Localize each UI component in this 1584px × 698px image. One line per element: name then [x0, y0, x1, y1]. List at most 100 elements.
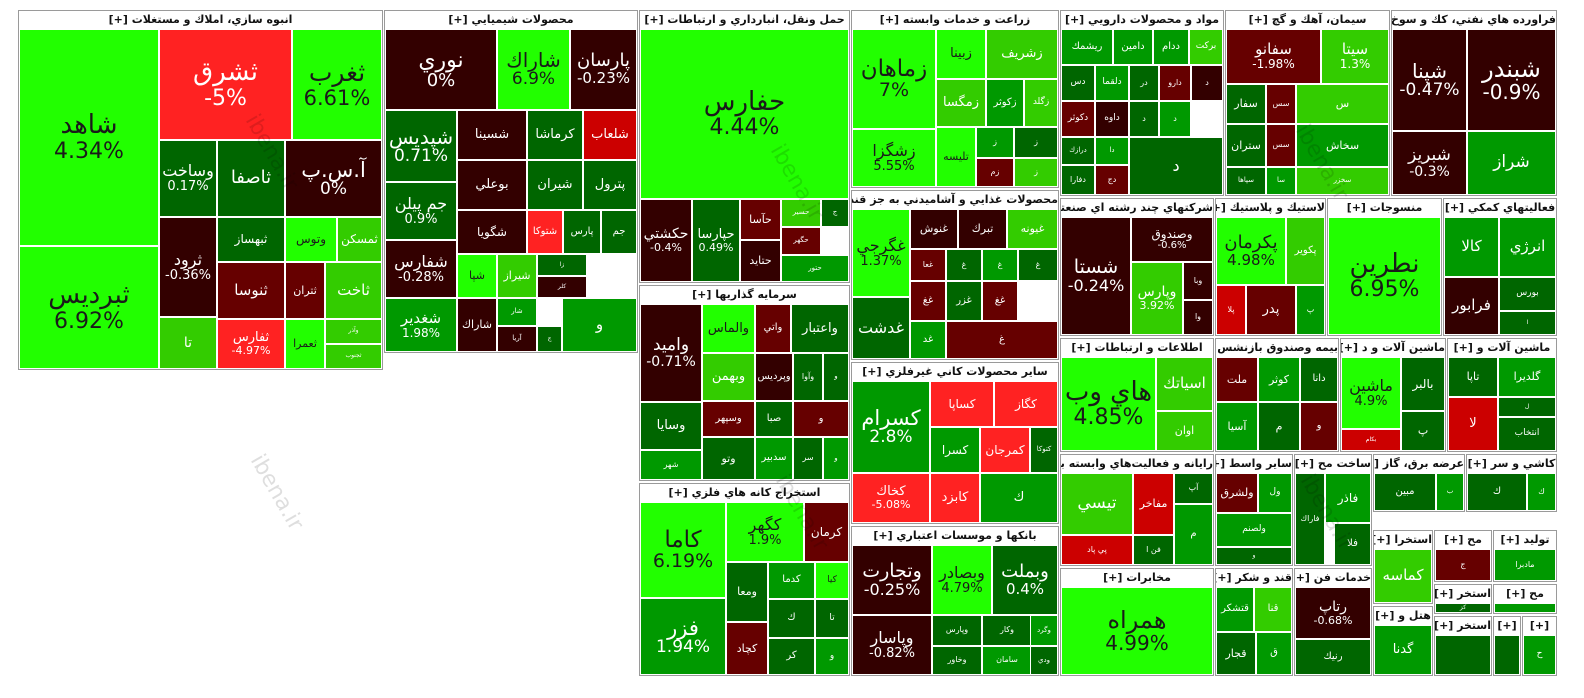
stock-tile[interactable]: كسرام 2.8% [852, 381, 930, 473]
stock-tile[interactable]: دا [1095, 137, 1129, 165]
stock-tile[interactable]: ومعا [726, 562, 768, 622]
stock-tile[interactable]: ثمسكن [337, 217, 382, 262]
stock-tile[interactable]: كز [1435, 603, 1491, 613]
stock-tile[interactable]: م [1174, 504, 1213, 565]
sector-title[interactable]: توليد [+] [1494, 531, 1556, 550]
stock-tile[interactable]: داوه [1095, 101, 1129, 137]
stock-tile[interactable]: بالبر [1401, 357, 1445, 411]
stock-tile[interactable]: زگلد [1024, 79, 1058, 127]
stock-tile[interactable]: اسياتك [1156, 357, 1213, 411]
sector-title[interactable]: فعاليتهاي كمكي [+] [1444, 199, 1556, 218]
stock-tile[interactable]: غغ [982, 281, 1018, 321]
stock-tile[interactable]: شستا -0.24% [1061, 217, 1131, 335]
sector-title[interactable]: منسوجات [+] [1328, 199, 1441, 218]
stock-tile[interactable]: غغ [910, 281, 946, 321]
stock-tile[interactable]: حكشتي -0.4% [640, 199, 692, 282]
sector-title[interactable]: شركتهاي چند رشته اي صنعتي [+] [1061, 199, 1213, 218]
stock-tile[interactable]: وا [1183, 300, 1213, 335]
stock-tile[interactable]: قتشكر [1216, 587, 1254, 632]
stock-tile[interactable]: كگهر 1.9% [726, 502, 804, 562]
stock-tile[interactable]: انتخاب [1498, 417, 1556, 451]
stock-tile[interactable]: ك [768, 599, 815, 638]
stock-tile[interactable]: تا [815, 599, 849, 638]
sector-title[interactable]: زراعت و خدمات وابسته [+] [852, 11, 1058, 30]
stock-tile[interactable]: فاراك [1295, 473, 1325, 565]
stock-tile[interactable] [1494, 635, 1520, 675]
stock-tile[interactable]: ك [1467, 473, 1527, 511]
stock-tile[interactable]: پارس [563, 210, 601, 254]
stock-tile[interactable]: ريشمك [1061, 29, 1113, 65]
stock-tile[interactable]: وسپهر [702, 401, 755, 437]
stock-tile[interactable]: د [1159, 101, 1191, 137]
stock-tile[interactable]: شهر [640, 450, 702, 480]
stock-tile[interactable]: سيتا 1.3% [1321, 29, 1389, 84]
stock-tile[interactable]: دامين [1113, 29, 1153, 65]
stock-tile[interactable]: كرمان [804, 502, 849, 562]
stock-tile[interactable]: فزر 1.94% [640, 598, 726, 675]
stock-tile[interactable]: شراز [1467, 131, 1556, 195]
sector-title[interactable]: ساخت مح [+] [1295, 455, 1371, 474]
sector-title[interactable]: كاشي و سر [+] [1467, 455, 1556, 474]
stock-tile[interactable]: واميد -0.71% [640, 304, 702, 402]
stock-tile[interactable]: ك [1527, 473, 1556, 511]
stock-tile[interactable]: زمگسا [936, 79, 986, 127]
stock-tile[interactable]: ا [1499, 311, 1556, 335]
stock-tile[interactable]: كلر [537, 276, 587, 298]
stock-tile[interactable]: ز [976, 127, 1014, 158]
stock-tile[interactable]: مفاخر [1133, 473, 1174, 535]
sector-title[interactable]: حمل ونقل، انبارداري و ارتباطات [+] [640, 11, 849, 30]
stock-tile[interactable]: شاراك [457, 298, 497, 352]
stock-tile[interactable]: سفار [1226, 84, 1266, 124]
stock-tile[interactable]: صبا [755, 401, 793, 437]
stock-tile[interactable]: و [815, 638, 849, 675]
sector-title[interactable]: ساير محصولات كاني غيرفلزي [+] [852, 363, 1058, 382]
stock-tile[interactable]: غ [946, 321, 1058, 359]
stock-tile[interactable]: شغدير 1.98% [385, 298, 457, 352]
stock-tile[interactable]: وپارس [932, 615, 982, 646]
stock-tile[interactable]: ثاصفا [217, 140, 285, 217]
stock-tile[interactable]: ثعمرا [285, 319, 325, 369]
stock-tile[interactable]: آ.س.پ 0% [285, 140, 382, 217]
stock-tile[interactable]: شپا [457, 254, 497, 298]
stock-tile[interactable]: ثفارس -4.97% [217, 319, 285, 369]
stock-tile[interactable]: حتايد [740, 240, 781, 282]
stock-tile[interactable]: پكرمان 4.98% [1216, 217, 1286, 285]
stock-tile[interactable]: سخاش [1296, 124, 1389, 167]
stock-tile[interactable]: غ [982, 249, 1018, 281]
stock-tile[interactable]: سدبير [755, 437, 793, 480]
sector-title[interactable]: محصولات غذايي و آشاميدني به جز قند و [+] [852, 191, 1058, 210]
stock-tile[interactable]: كسرا [930, 427, 980, 473]
stock-tile[interactable]: شگويا [457, 210, 527, 254]
stock-tile[interactable]: وپاسار -0.82% [852, 615, 932, 675]
stock-tile[interactable]: كمرجان [980, 427, 1030, 473]
stock-tile[interactable]: غ [946, 249, 982, 281]
stock-tile[interactable]: دج [1095, 165, 1129, 195]
stock-tile[interactable]: وكار [982, 615, 1032, 646]
stock-tile[interactable]: ماشين 4.9% [1341, 357, 1401, 429]
stock-tile[interactable]: تا [159, 317, 217, 369]
stock-tile[interactable]: وسايا [640, 402, 702, 450]
stock-tile[interactable]: ل [1498, 397, 1556, 417]
stock-tile[interactable]: دانا [1300, 357, 1338, 402]
stock-tile[interactable]: فلا [1334, 523, 1371, 565]
stock-tile[interactable]: بوعلي [457, 160, 527, 210]
stock-tile[interactable]: كاما 6.19% [640, 502, 726, 598]
stock-tile[interactable]: والماس [702, 304, 755, 353]
stock-tile[interactable]: س [1296, 84, 1389, 124]
stock-tile[interactable]: دارو [1159, 65, 1191, 101]
stock-tile[interactable]: ثتران [285, 262, 325, 319]
stock-tile[interactable]: سخزر [1296, 167, 1389, 195]
sector-title[interactable]: فراورده هاي نفتي، كك و سوخ [+] [1392, 11, 1556, 30]
stock-tile[interactable]: تليسه [936, 127, 976, 187]
stock-tile[interactable]: كخاك -5.08% [852, 473, 930, 523]
stock-tile[interactable]: ددام [1153, 29, 1189, 65]
sector-title[interactable]: مح [+] [1494, 585, 1556, 604]
stock-tile[interactable]: ول [1258, 473, 1292, 513]
stock-tile[interactable] [1435, 635, 1491, 675]
stock-tile[interactable]: شتوكا [527, 210, 563, 254]
stock-tile[interactable]: ثشرق -5% [159, 29, 292, 140]
sector-title[interactable]: ماشين آلات و [+] [1448, 339, 1556, 358]
stock-tile[interactable]: و [793, 401, 849, 437]
sector-title[interactable]: استخر [+] [1435, 617, 1491, 636]
stock-tile[interactable]: وتجارت -0.25% [852, 545, 932, 615]
